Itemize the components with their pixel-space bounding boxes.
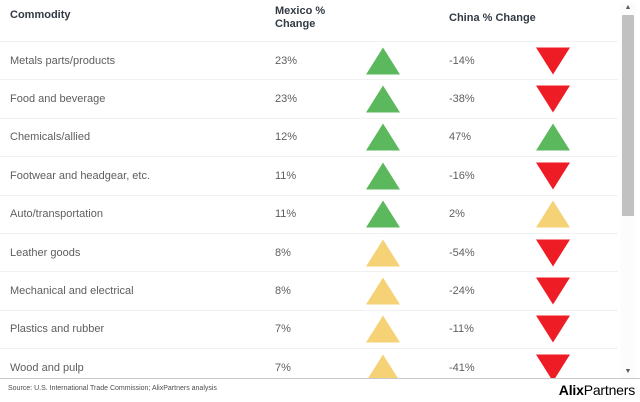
- mexico-trend-icon: [366, 123, 400, 151]
- china-trend-icon: [536, 47, 570, 75]
- mexico-trend-icon: [366, 200, 400, 228]
- mexico-change-value: 11%: [275, 169, 297, 182]
- china-trend-icon: [536, 162, 570, 190]
- commodity-label: Leather goods: [10, 246, 81, 259]
- table-header-row: Commodity Mexico % Change China % Change: [0, 0, 618, 41]
- source-note: Source: U.S. International Trade Commiss…: [8, 385, 217, 392]
- china-change-value: -41%: [449, 361, 475, 374]
- logo-text-bold: Alix: [558, 382, 584, 398]
- alixpartners-logo: AlixPartners: [559, 382, 635, 398]
- china-change-value: -14%: [449, 54, 475, 67]
- china-trend-icon: [536, 277, 570, 305]
- mexico-trend-icon: [366, 85, 400, 113]
- table-row: Footwear and headgear, etc. 11% -16%: [0, 156, 618, 194]
- column-header-china: China % Change: [449, 12, 536, 24]
- scrollbar-thumb[interactable]: [622, 15, 634, 216]
- commodity-label: Mechanical and electrical: [10, 285, 134, 298]
- mexico-trend-icon: [366, 354, 400, 379]
- table-row: Metals parts/products 23% -14%: [0, 41, 618, 79]
- mexico-change-value: 8%: [275, 285, 291, 298]
- china-trend-icon: [536, 239, 570, 267]
- mexico-trend-icon: [366, 47, 400, 75]
- mexico-change-value: 23%: [275, 93, 298, 106]
- mexico-change-value: 11%: [275, 208, 297, 221]
- china-trend-icon: [536, 315, 570, 343]
- column-header-commodity: Commodity: [10, 9, 71, 21]
- commodity-label: Plastics and rubber: [10, 323, 105, 336]
- table-row: Plastics and rubber 7% -11%: [0, 309, 618, 348]
- commodity-label: Wood and pulp: [10, 361, 84, 374]
- scroll-down-icon[interactable]: ▼: [624, 368, 632, 375]
- column-header-mexico: Mexico % Change: [275, 5, 326, 30]
- table-row: Wood and pulp 7% -41%: [0, 348, 618, 379]
- mexico-trend-icon: [366, 277, 400, 305]
- scroll-up-icon[interactable]: ▲: [624, 4, 632, 11]
- mexico-trend-icon: [366, 315, 400, 343]
- china-change-value: -54%: [449, 246, 475, 259]
- china-trend-icon: [536, 200, 570, 228]
- footer-divider: [0, 378, 640, 379]
- mexico-trend-icon: [366, 162, 400, 190]
- table-row: Leather goods 8% -54%: [0, 232, 618, 271]
- commodity-label: Auto/transportation: [10, 208, 103, 221]
- china-trend-icon: [536, 354, 570, 379]
- mexico-change-value: 7%: [275, 323, 291, 336]
- mexico-change-value: 7%: [275, 361, 291, 374]
- china-trend-icon: [536, 85, 570, 113]
- table-row: Chemicals/allied 12% 47%: [0, 117, 618, 156]
- china-change-value: 2%: [449, 208, 465, 221]
- table-row: Food and beverage 23% -38%: [0, 79, 618, 117]
- commodity-table[interactable]: Commodity Mexico % Change China % Change…: [0, 0, 618, 379]
- china-change-value: -16%: [449, 169, 475, 182]
- china-trend-icon: [536, 123, 570, 151]
- logo-text-regular: Partners: [583, 382, 636, 398]
- china-change-value: -11%: [449, 323, 474, 336]
- table-row: Mechanical and electrical 8% -24%: [0, 271, 618, 309]
- commodity-label: Chemicals/allied: [10, 131, 91, 144]
- mexico-change-value: 23%: [275, 54, 298, 67]
- commodity-label: Footwear and headgear, etc.: [10, 169, 151, 182]
- commodity-label: Metals parts/products: [10, 54, 116, 67]
- mexico-change-value: 8%: [275, 246, 291, 259]
- china-change-value: -38%: [449, 93, 475, 106]
- table-row: Auto/transportation 11% 2%: [0, 194, 618, 233]
- mexico-trend-icon: [366, 239, 400, 267]
- scrollbar[interactable]: ▲ ▼: [620, 2, 636, 378]
- china-change-value: -24%: [449, 285, 475, 298]
- china-change-value: 47%: [449, 131, 472, 144]
- mexico-change-value: 12%: [275, 131, 298, 144]
- commodity-label: Food and beverage: [10, 93, 106, 106]
